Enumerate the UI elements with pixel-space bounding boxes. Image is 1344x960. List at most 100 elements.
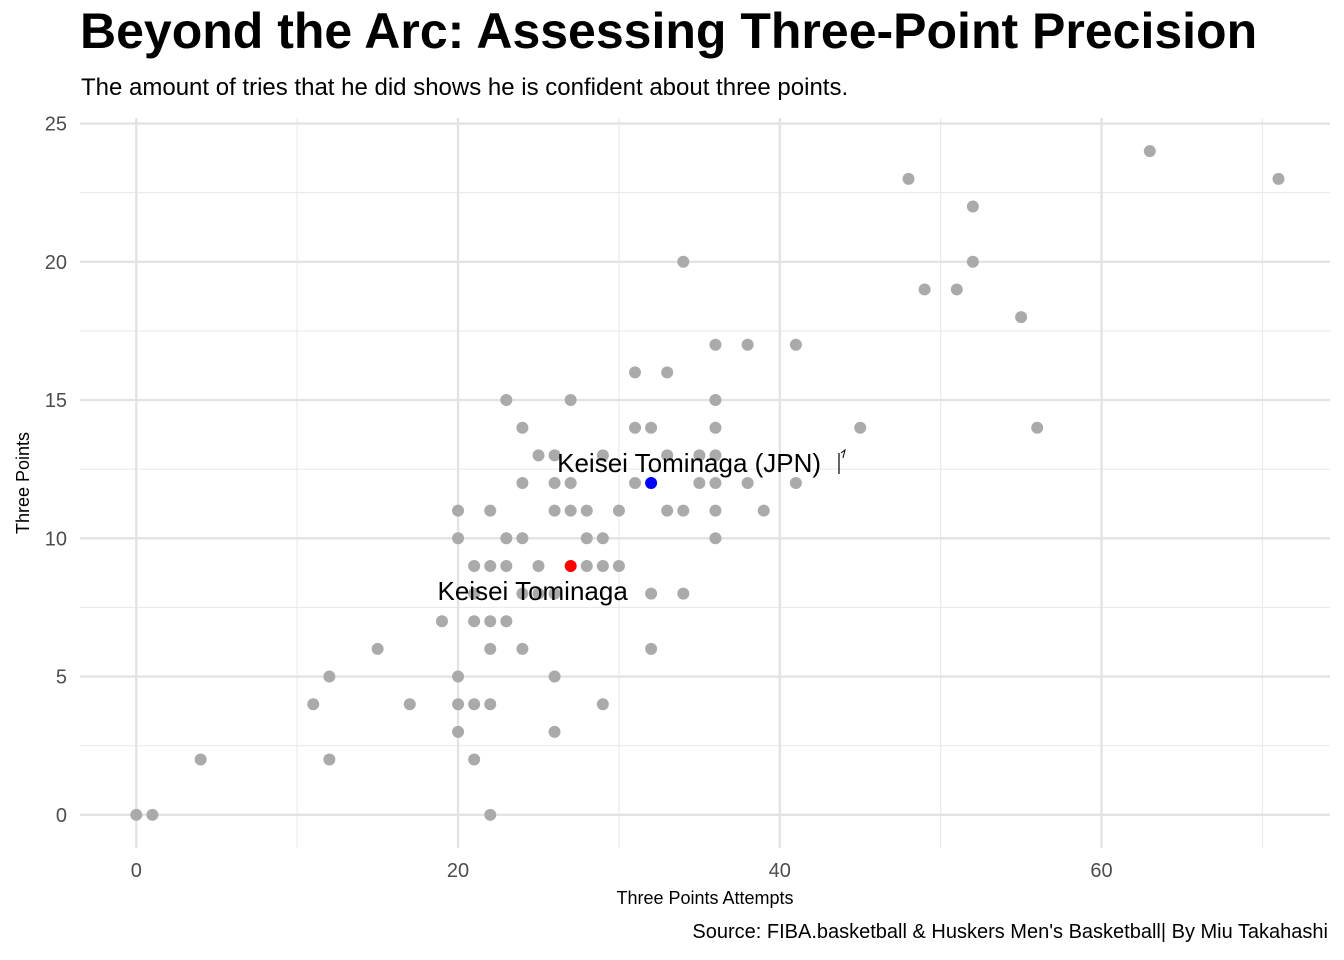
y-axis-title: Three Points bbox=[13, 432, 33, 534]
highlight-point bbox=[645, 477, 658, 489]
data-point bbox=[516, 532, 529, 545]
data-point bbox=[741, 338, 754, 351]
y-tick-label: 5 bbox=[56, 667, 67, 689]
data-point bbox=[693, 449, 706, 462]
y-tick-label: 10 bbox=[45, 528, 67, 550]
data-point bbox=[500, 394, 513, 407]
x-tick-labels: 0 20 40 60 bbox=[131, 860, 1113, 882]
data-point bbox=[612, 559, 625, 572]
x-tick-label: 0 bbox=[131, 860, 142, 882]
data-point bbox=[661, 449, 674, 462]
data-point bbox=[564, 477, 577, 489]
data-point bbox=[548, 477, 561, 489]
data-point bbox=[612, 504, 625, 517]
data-point bbox=[484, 559, 497, 572]
x-axis-title: Three Points Attempts bbox=[616, 888, 793, 908]
data-point bbox=[629, 421, 642, 434]
data-point bbox=[484, 698, 497, 711]
data-point bbox=[580, 504, 593, 517]
data-point bbox=[468, 698, 481, 711]
data-point bbox=[1031, 421, 1044, 434]
data-point bbox=[532, 449, 545, 462]
data-point bbox=[966, 255, 979, 268]
text-cursor-mark bbox=[840, 448, 846, 459]
data-point bbox=[435, 615, 448, 628]
data-point bbox=[146, 808, 159, 821]
annotations: Keisei Tominaga Keisei Tominaga (JPN) bbox=[438, 448, 846, 606]
y-tick-label: 25 bbox=[45, 114, 67, 136]
data-point bbox=[516, 477, 529, 489]
data-point bbox=[468, 753, 481, 766]
data-point bbox=[532, 559, 545, 572]
data-point bbox=[500, 615, 513, 628]
data-point bbox=[452, 725, 465, 738]
data-point bbox=[468, 587, 481, 600]
data-point bbox=[709, 338, 722, 351]
data-point bbox=[709, 504, 722, 517]
major-gridlines bbox=[80, 118, 1330, 848]
data-point bbox=[677, 587, 690, 600]
data-point bbox=[548, 587, 561, 600]
data-point bbox=[693, 477, 706, 489]
data-point bbox=[902, 172, 915, 185]
chart-title: Beyond the Arc: Assessing Three-Point Pr… bbox=[80, 3, 1258, 59]
data-point bbox=[661, 366, 674, 379]
y-tick-labels: 0 5 10 15 20 25 bbox=[45, 114, 67, 827]
data-point bbox=[580, 532, 593, 545]
data-point bbox=[596, 532, 609, 545]
annotation-label: Keisei Tominaga (JPN) bbox=[557, 448, 821, 478]
data-point bbox=[709, 394, 722, 407]
data-point bbox=[1272, 172, 1285, 185]
data-point bbox=[484, 504, 497, 517]
chart-caption: Source: FIBA.basketball & Huskers Men's … bbox=[692, 921, 1328, 943]
data-point bbox=[629, 477, 642, 489]
data-point bbox=[709, 421, 722, 434]
data-point bbox=[548, 725, 561, 738]
data-point bbox=[484, 642, 497, 655]
data-point bbox=[468, 615, 481, 628]
data-point bbox=[1143, 145, 1156, 158]
annotation-label: Keisei Tominaga bbox=[438, 576, 629, 606]
data-points bbox=[130, 145, 1285, 821]
highlight-point bbox=[564, 559, 577, 572]
data-point bbox=[452, 532, 465, 545]
chart-subtitle: The amount of tries that he did shows he… bbox=[81, 74, 849, 101]
data-point bbox=[468, 559, 481, 572]
data-point bbox=[709, 532, 722, 545]
data-point bbox=[629, 366, 642, 379]
data-point bbox=[741, 477, 754, 489]
data-point bbox=[484, 808, 497, 821]
minor-gridlines bbox=[80, 118, 1330, 848]
x-tick-label: 20 bbox=[447, 860, 469, 882]
data-point bbox=[645, 642, 658, 655]
data-point bbox=[645, 421, 658, 434]
data-point bbox=[307, 698, 320, 711]
data-point bbox=[516, 587, 529, 600]
data-point bbox=[596, 698, 609, 711]
data-point bbox=[452, 670, 465, 683]
data-point bbox=[516, 421, 529, 434]
data-point bbox=[548, 504, 561, 517]
data-point bbox=[500, 532, 513, 545]
data-point bbox=[789, 338, 802, 351]
x-tick-label: 40 bbox=[769, 860, 791, 882]
y-tick-label: 15 bbox=[45, 390, 67, 412]
data-point bbox=[645, 587, 658, 600]
data-point bbox=[661, 504, 674, 517]
data-point bbox=[452, 698, 465, 711]
data-point bbox=[500, 559, 513, 572]
data-point bbox=[789, 477, 802, 489]
data-point bbox=[403, 698, 416, 711]
data-point bbox=[516, 642, 529, 655]
data-point bbox=[564, 504, 577, 517]
y-tick-label: 20 bbox=[45, 252, 67, 274]
data-point bbox=[677, 255, 690, 268]
data-point bbox=[371, 642, 384, 655]
data-point bbox=[548, 449, 561, 462]
data-point bbox=[966, 200, 979, 213]
data-point bbox=[194, 753, 207, 766]
data-point bbox=[532, 587, 545, 600]
data-point bbox=[709, 477, 722, 489]
data-point bbox=[596, 449, 609, 462]
